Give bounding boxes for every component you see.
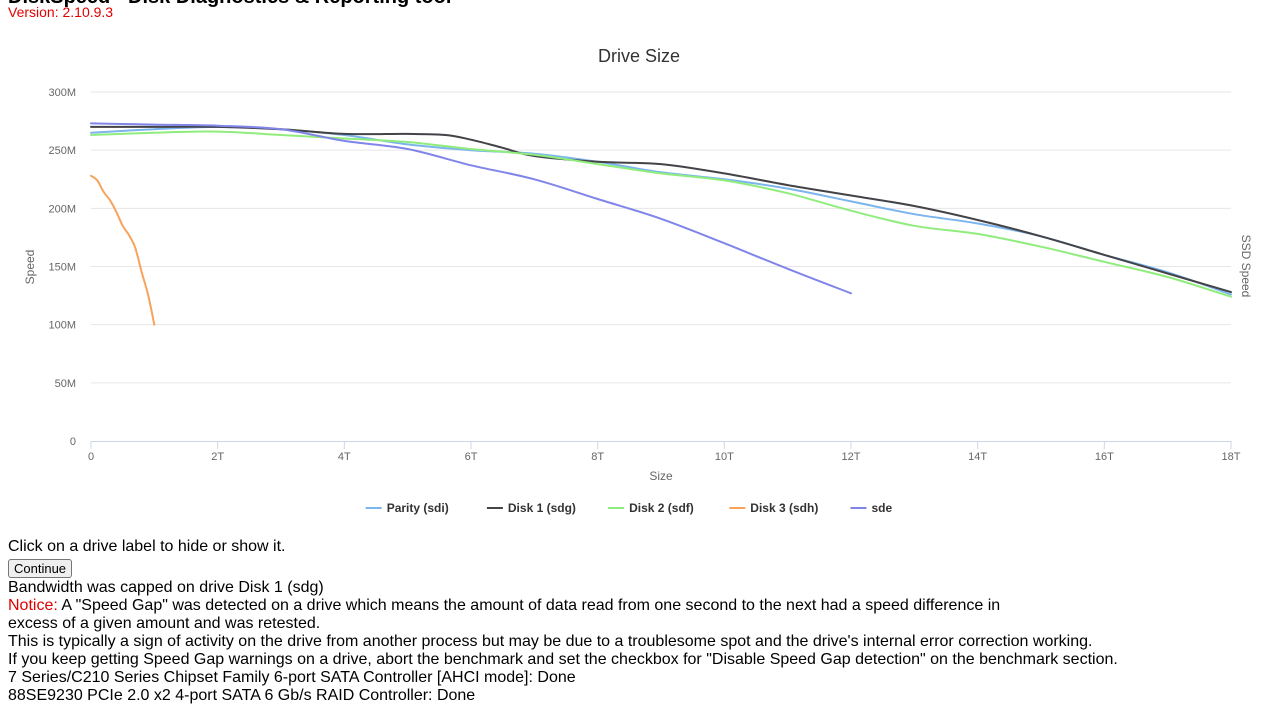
typical-message: This is typically a sign of activity on … [8,633,1093,650]
legend-label: sde [872,501,893,515]
version-label: Version: 2.10.9.3 [8,4,114,20]
page-title: DiskSpeed - Disk Diagnostics & Reporting… [8,0,451,9]
notice-label: Notice: [8,597,58,614]
chart-axes: 0 50M 100M 150M 200M 250M 300M 0 2T 4T 6T 8T 10T 12T 1… [48,87,1240,463]
legend-item-1[interactable]: Disk 1 (sdg) [486,501,576,515]
legend-item-0[interactable]: Parity (sdi) [365,501,449,515]
x-tick-label: 8T [591,451,604,463]
bandwidth-message: Bandwidth was capped on drive Disk 1 (sd… [8,579,324,596]
legend-label: Disk 2 (sdf) [629,501,694,515]
advice-message: If you keep getting Speed Gap warnings o… [8,651,1118,668]
continue-button[interactable]: Continue [8,559,73,578]
y-tick-label: 200M [48,203,76,215]
x-tick-label: 18T [1222,451,1241,463]
y-tick-label: 150M [48,262,76,274]
x-tick-label: 14T [968,451,987,463]
speed-gap-notice: Notice: A "Speed Gap" was detected on a … [8,597,1008,633]
x-tick-label: 16T [1095,451,1114,463]
drive-size-chart: Drive Size 0 50M 100M 150M 200M 250M 300M 0 2T 4T… [23,46,1253,515]
controller-status-2: 88SE9230 PCIe 2.0 x2 4-port SATA 6 Gb/s … [8,687,476,704]
y2-axis-title: SSD Speed [1239,235,1253,298]
x-tick-label: 10T [715,451,734,463]
x-tick-label: 0 [88,451,94,463]
chart-legend: Parity (sdi) Disk 1 (sdg) Disk 2 (sdf) Disk… [365,501,893,515]
x-tick-label: 4T [338,451,351,463]
y-tick-label: 50M [55,378,76,390]
series-line-4 [90,122,852,295]
series-line-2 [90,130,1232,298]
x-axis-title: Size [649,469,673,483]
y-tick-label: 300M [48,87,76,99]
legend-label: Disk 3 (sdh) [750,501,818,515]
chart-gridlines [91,91,1231,384]
series-line-1 [90,125,1232,294]
legend-label: Parity (sdi) [387,501,449,515]
y-tick-label: 0 [70,436,76,448]
y-axis-title: Speed [23,250,37,285]
legend-item-4[interactable]: sde [850,501,893,515]
hint-text: Click on a drive label to hide or show i… [8,538,286,555]
chart-series [90,122,1232,326]
status-messages: Click on a drive label to hide or show i… [8,538,1268,705]
notice-text: A "Speed Gap" was detected on a drive wh… [8,597,1001,632]
controller-status-1: 7 Series/C210 Series Chipset Family 6-po… [8,669,576,686]
chart-title: Drive Size [598,46,680,66]
series-line-0 [90,125,1232,296]
legend-item-3[interactable]: Disk 3 (sdh) [729,501,818,515]
series-line-3 [90,174,156,326]
x-tick-label: 2T [211,451,224,463]
x-tick-label: 12T [842,451,861,463]
legend-item-2[interactable]: Disk 2 (sdf) [608,501,694,515]
y-tick-label: 100M [48,320,76,332]
y-tick-label: 250M [48,145,76,157]
legend-label: Disk 1 (sdg) [508,501,576,515]
x-tick-label: 6T [465,451,478,463]
